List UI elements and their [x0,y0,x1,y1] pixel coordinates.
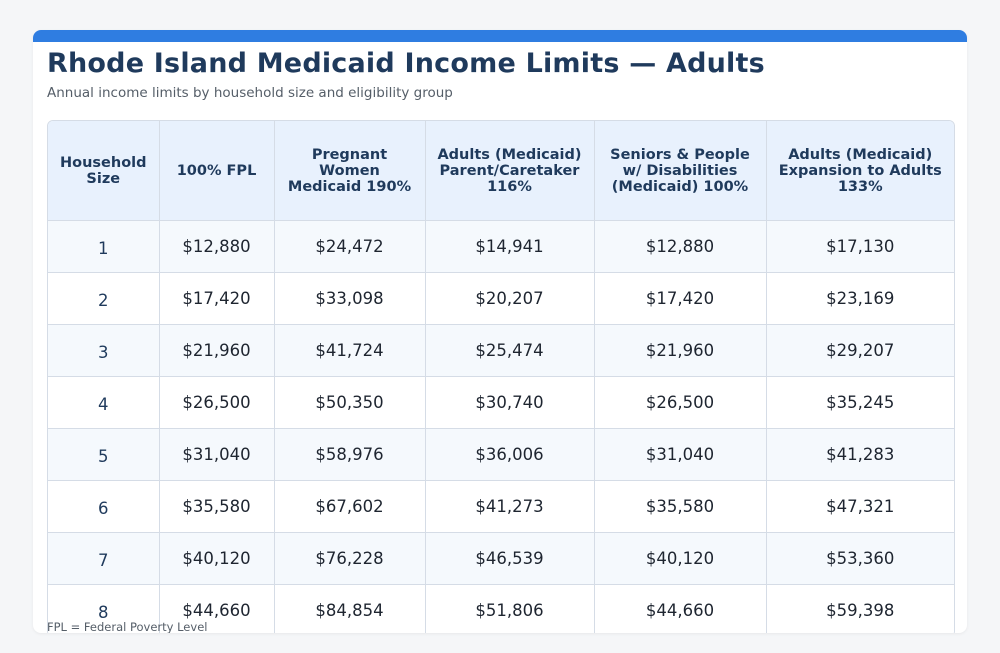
income-limit-cell: $46,539 [425,532,595,585]
table-row: 1 $12,880 $24,472 $14,941 $12,880 $17,130 [48,220,954,273]
page-subtitle: Annual income limits by household size a… [47,85,453,101]
income-limit-cell: $41,273 [425,480,595,533]
accent-bar [33,30,967,42]
income-limit-cell: $26,500 [594,376,767,429]
income-limit-cell: $41,724 [274,324,426,377]
income-limit-cell: $59,398 [766,584,954,633]
table-row: 6 $35,580 $67,602 $41,273 $35,580 $47,321 [48,480,954,533]
table-row: 4 $26,500 $50,350 $30,740 $26,500 $35,245 [48,376,954,429]
income-limit-cell: $30,740 [425,376,595,429]
household-size-cell: 3 [48,324,160,377]
household-size-cell: 2 [48,272,160,325]
col-header-fpl: 100% FPL [159,121,275,221]
household-size-cell: 8 [48,584,160,633]
income-limit-cell: $26,500 [159,376,275,429]
table-row: 5 $31,040 $58,976 $36,006 $31,040 $41,283 [48,428,954,481]
income-limit-cell: $47,321 [766,480,954,533]
footnote: FPL = Federal Poverty Level [47,620,208,633]
income-limit-cell: $25,474 [425,324,595,377]
income-limit-cell: $33,098 [274,272,426,325]
income-limit-cell: $51,806 [425,584,595,633]
col-header-seniors-disabilities: Seniors & People w/ Disabilities (Medica… [594,121,767,221]
income-limit-cell: $17,420 [594,272,767,325]
col-header-household-size: Household Size [48,121,160,221]
income-limit-cell: $58,976 [274,428,426,481]
income-limit-cell: $12,880 [594,220,767,273]
income-limit-cell: $21,960 [159,324,275,377]
income-limit-cell: $40,120 [159,532,275,585]
income-limit-cell: $67,602 [274,480,426,533]
table-row: 7 $40,120 $76,228 $46,539 $40,120 $53,360 [48,532,954,585]
income-limit-cell: $40,120 [594,532,767,585]
household-size-cell: 7 [48,532,160,585]
income-limit-cell: $31,040 [159,428,275,481]
income-limit-cell: $50,350 [274,376,426,429]
income-limit-cell: $35,580 [594,480,767,533]
income-limit-cell: $20,207 [425,272,595,325]
col-header-parent-caretaker: Adults (Medicaid) Parent/Caretaker 116% [425,121,595,221]
table-row: 3 $21,960 $41,724 $25,474 $21,960 $29,207 [48,324,954,377]
income-limit-cell: $29,207 [766,324,954,377]
income-limit-cell: $21,960 [594,324,767,377]
income-limit-cell: $23,169 [766,272,954,325]
table-body: 1 $12,880 $24,472 $14,941 $12,880 $17,130 2 $17… [48,220,954,633]
income-limits-table: Household Size 100% FPL Pregnant Women M… [48,121,954,633]
page-title: Rhode Island Medicaid Income Limits — Ad… [47,48,765,79]
income-limit-cell: $35,580 [159,480,275,533]
income-limit-cell: $24,472 [274,220,426,273]
household-size-cell: 1 [48,220,160,273]
income-limit-cell: $41,283 [766,428,954,481]
col-header-pregnant-women: Pregnant Women Medicaid 190% [274,121,426,221]
household-size-cell: 5 [48,428,160,481]
income-limit-cell: $53,360 [766,532,954,585]
income-limit-cell: $17,130 [766,220,954,273]
income-limit-cell: $36,006 [425,428,595,481]
table-header-row: Household Size 100% FPL Pregnant Women M… [48,121,954,221]
table-row: 2 $17,420 $33,098 $20,207 $17,420 $23,169 [48,272,954,325]
income-table-container: Household Size 100% FPL Pregnant Women M… [47,120,955,633]
col-header-expansion-adults: Adults (Medicaid) Expansion to Adults 13… [766,121,954,221]
income-limit-cell: $44,660 [159,584,275,633]
income-limit-cell: $17,420 [159,272,275,325]
table-row: 8 $44,660 $84,854 $51,806 $44,660 $59,398 [48,584,954,633]
income-limit-cell: $12,880 [159,220,275,273]
household-size-cell: 6 [48,480,160,533]
income-limit-cell: $76,228 [274,532,426,585]
income-limit-cell: $31,040 [594,428,767,481]
household-size-cell: 4 [48,376,160,429]
income-limit-cell: $14,941 [425,220,595,273]
income-limit-cell: $35,245 [766,376,954,429]
income-limit-cell: $84,854 [274,584,426,633]
income-limits-card: Rhode Island Medicaid Income Limits — Ad… [33,30,967,633]
income-limit-cell: $44,660 [594,584,767,633]
